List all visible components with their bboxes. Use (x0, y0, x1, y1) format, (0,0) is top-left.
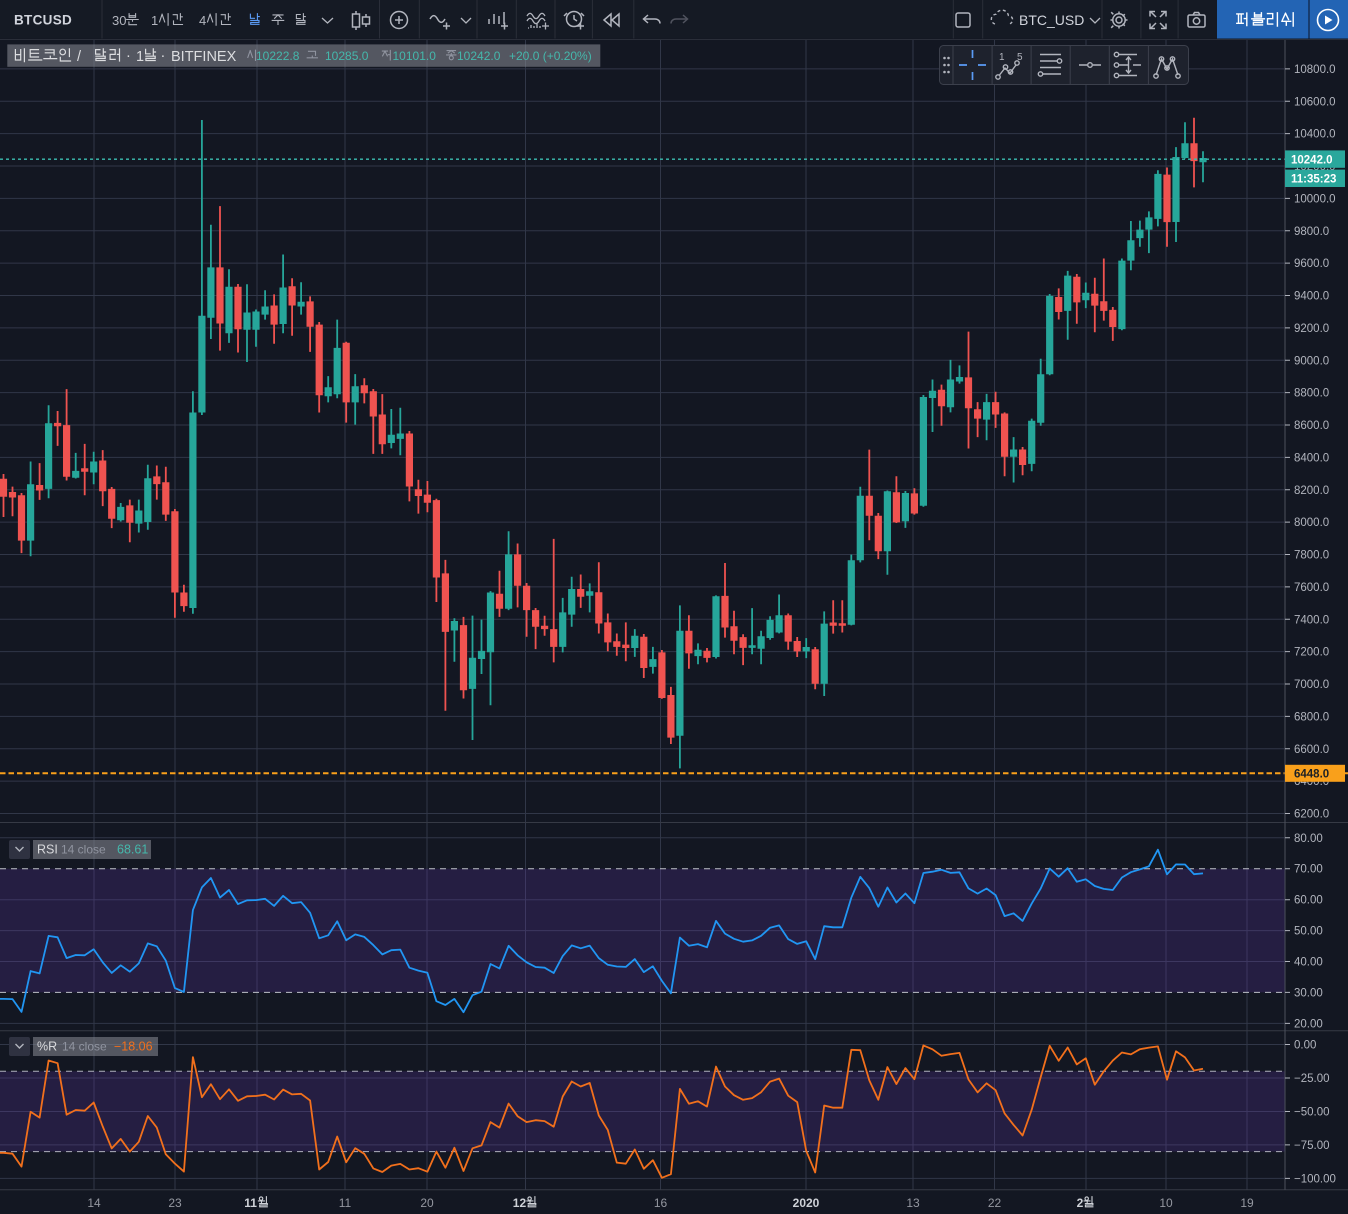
svg-text:20.00: 20.00 (1294, 1018, 1323, 1030)
svg-text:68.61: 68.61 (117, 843, 148, 857)
svg-text:−50.00: −50.00 (1294, 1107, 1330, 1119)
svg-text:+20.0 (+0.20%): +20.0 (+0.20%) (509, 49, 592, 63)
svg-text:·: · (126, 48, 131, 64)
svg-text:80.00: 80.00 (1294, 833, 1323, 845)
svg-text:60.00: 60.00 (1294, 895, 1323, 907)
svg-text:2: 2 (1077, 1196, 1084, 1210)
svg-text:6600.0: 6600.0 (1294, 744, 1329, 756)
svg-text:14 close: 14 close (61, 843, 106, 857)
svg-text:20: 20 (420, 1196, 434, 1210)
svg-text:14 close: 14 close (62, 1040, 107, 1054)
svg-text:9200.0: 9200.0 (1294, 323, 1329, 335)
svg-text:10800.0: 10800.0 (1294, 64, 1336, 76)
svg-text:7600.0: 7600.0 (1294, 582, 1329, 594)
svg-text:9600.0: 9600.0 (1294, 258, 1329, 270)
svg-text:10242.0: 10242.0 (1291, 154, 1333, 166)
svg-text:0.00: 0.00 (1294, 1040, 1316, 1052)
svg-text:−75.00: −75.00 (1294, 1140, 1330, 1152)
svg-text:23: 23 (168, 1196, 182, 1210)
svg-text:1: 1 (151, 13, 158, 28)
svg-text:50.00: 50.00 (1294, 926, 1323, 938)
svg-text:10000.0: 10000.0 (1294, 193, 1336, 205)
svg-text:7000.0: 7000.0 (1294, 679, 1329, 691)
svg-text:70.00: 70.00 (1294, 864, 1323, 876)
svg-text:BTC_USD: BTC_USD (1019, 12, 1084, 28)
svg-text:30: 30 (112, 13, 126, 28)
svg-text:9400.0: 9400.0 (1294, 291, 1329, 303)
svg-text:1: 1 (136, 49, 144, 65)
svg-text:5: 5 (1017, 52, 1023, 63)
svg-text:RSI: RSI (37, 843, 58, 857)
svg-text:13: 13 (906, 1196, 920, 1210)
svg-text:8600.0: 8600.0 (1294, 420, 1329, 432)
svg-text:−100.00: −100.00 (1294, 1173, 1336, 1185)
svg-text:1: 1 (999, 52, 1005, 63)
svg-text:11: 11 (339, 1196, 352, 1210)
svg-text:10400.0: 10400.0 (1294, 129, 1336, 141)
svg-text:8200.0: 8200.0 (1294, 485, 1329, 497)
svg-text:16: 16 (654, 1196, 668, 1210)
svg-text:−25.00: −25.00 (1294, 1073, 1330, 1085)
svg-text:%R: %R (37, 1040, 57, 1054)
svg-text:7400.0: 7400.0 (1294, 614, 1329, 626)
svg-text:BITFINEX: BITFINEX (171, 49, 237, 65)
svg-text:·: · (161, 48, 166, 64)
svg-text:−18.06: −18.06 (114, 1040, 153, 1054)
svg-text:10285.0: 10285.0 (325, 49, 369, 63)
svg-text:40.00: 40.00 (1294, 957, 1323, 969)
svg-text:10: 10 (1159, 1196, 1173, 1210)
svg-text:7200.0: 7200.0 (1294, 647, 1329, 659)
svg-text:30.00: 30.00 (1294, 987, 1323, 999)
svg-text:12: 12 (513, 1196, 527, 1210)
svg-text:10600.0: 10600.0 (1294, 96, 1336, 108)
svg-text:19: 19 (1240, 1196, 1254, 1210)
svg-text:8800.0: 8800.0 (1294, 388, 1329, 400)
svg-text:8000.0: 8000.0 (1294, 517, 1329, 529)
svg-text:11: 11 (244, 1196, 257, 1210)
svg-text:6200.0: 6200.0 (1294, 809, 1329, 821)
svg-text:9000.0: 9000.0 (1294, 355, 1329, 367)
svg-text:/: / (77, 49, 82, 65)
svg-text:2020: 2020 (793, 1196, 820, 1210)
svg-text:11:35:23: 11:35:23 (1291, 174, 1336, 186)
svg-text:8400.0: 8400.0 (1294, 452, 1329, 464)
svg-text:10242.0: 10242.0 (457, 49, 501, 63)
svg-text:22: 22 (988, 1196, 1002, 1210)
svg-text:10222.8: 10222.8 (256, 49, 300, 63)
svg-text:10101.0: 10101.0 (393, 49, 437, 63)
svg-text:4: 4 (199, 13, 206, 28)
svg-text:7800.0: 7800.0 (1294, 550, 1329, 562)
svg-text:BTCUSD: BTCUSD (14, 13, 72, 28)
svg-text:6448.0: 6448.0 (1294, 769, 1329, 781)
svg-text:9800.0: 9800.0 (1294, 226, 1329, 238)
svg-text:14: 14 (87, 1196, 101, 1210)
svg-text:6800.0: 6800.0 (1294, 711, 1329, 723)
